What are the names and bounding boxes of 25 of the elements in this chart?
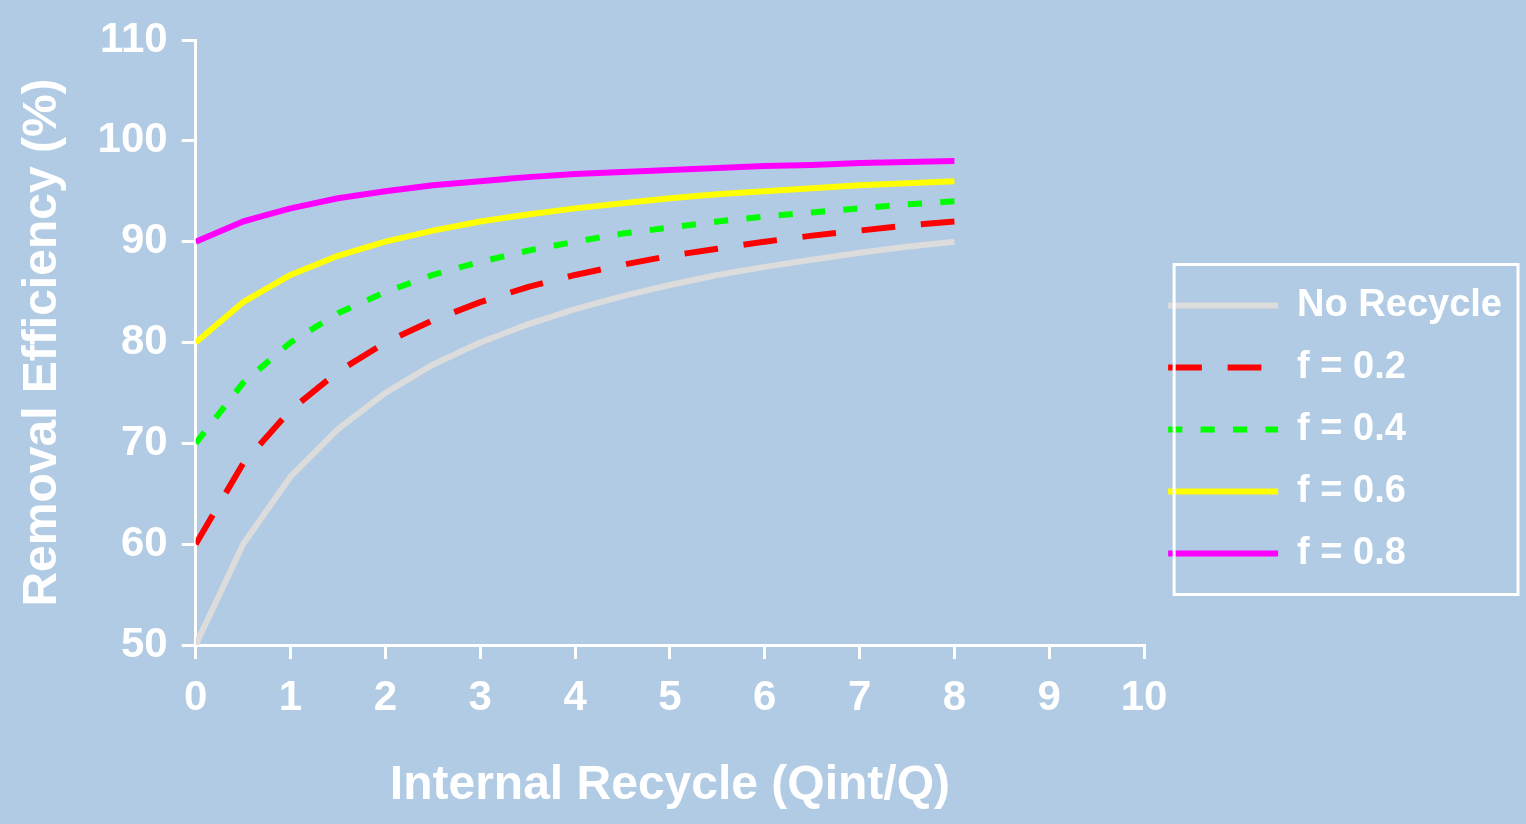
legend-label: f = 0.2: [1297, 343, 1406, 386]
legend-label: f = 0.6: [1297, 467, 1406, 510]
legend-label: f = 0.4: [1297, 405, 1406, 448]
y-tick-label: 110: [99, 13, 168, 61]
x-tick-label: 8: [942, 671, 967, 719]
y-tick-label: 60: [120, 517, 168, 565]
y-axis-title: Removal Efficiency (%): [13, 78, 67, 607]
legend-label: No Recycle: [1297, 281, 1503, 324]
x-tick-label: 5: [658, 671, 682, 719]
x-tick-label: 0: [184, 671, 208, 719]
x-axis-title: Internal Recycle (Qint/Q): [389, 756, 950, 810]
x-tick-label: 9: [1037, 671, 1061, 719]
x-tick-label: 1: [278, 671, 303, 719]
y-tick-label: 90: [120, 215, 168, 263]
x-tick-label: 6: [753, 671, 777, 719]
x-tick-label: 4: [563, 671, 588, 719]
y-tick-label: 70: [120, 416, 168, 464]
y-tick-label: 50: [120, 618, 168, 666]
y-tick-label: 100: [97, 114, 168, 162]
x-tick-label: 10: [1120, 671, 1168, 719]
y-tick-label: 80: [120, 316, 168, 364]
legend-label: f = 0.8: [1297, 529, 1406, 572]
x-tick-label: 7: [847, 671, 872, 719]
x-tick-label: 2: [373, 671, 398, 719]
x-tick-label: 3: [468, 671, 492, 719]
